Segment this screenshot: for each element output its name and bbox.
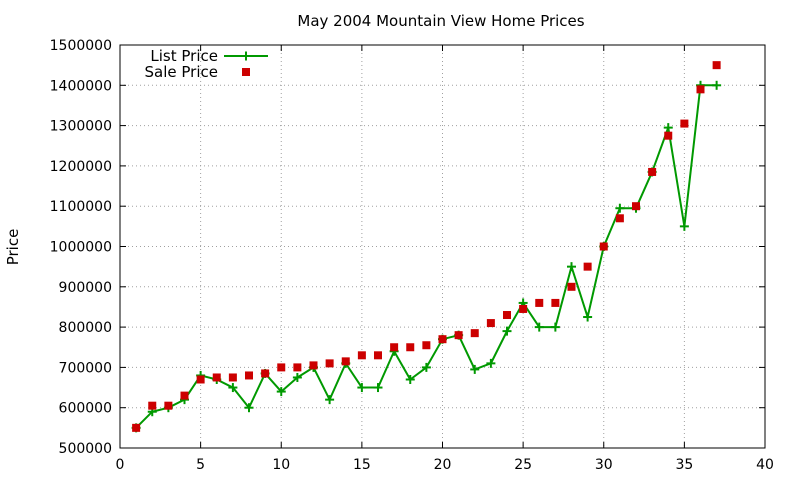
x-tick-label: 15: [353, 457, 371, 473]
series-line: [135, 84, 717, 429]
data-point: [228, 383, 238, 393]
data-point: [325, 359, 334, 368]
data-point: [519, 304, 528, 313]
series-1: [132, 61, 721, 432]
y-tick-label: 500000: [59, 441, 112, 457]
data-point: [648, 167, 657, 176]
data-point: [551, 298, 560, 307]
x-tick-label: 5: [196, 457, 205, 473]
data-point: [550, 322, 560, 332]
legend-marker: [242, 68, 250, 76]
data-point: [503, 311, 511, 320]
data-point: [696, 85, 705, 94]
legend-label: Sale Price: [145, 63, 218, 81]
data-point: [680, 119, 689, 128]
x-tick-label: 35: [675, 457, 693, 473]
legend-marker: [241, 51, 251, 61]
y-tick-label: 1000000: [50, 240, 112, 256]
y-tick-label: 900000: [59, 280, 112, 296]
data-point: [341, 357, 350, 366]
data-point: [534, 322, 544, 332]
data-point: [422, 341, 431, 350]
data-point: [276, 387, 286, 397]
data-point: [421, 362, 431, 372]
data-point: [244, 403, 254, 413]
data-point: [325, 395, 335, 405]
data-point: [486, 358, 496, 368]
data-point: [373, 383, 383, 393]
data-point: [245, 371, 253, 380]
data-point: [164, 401, 173, 410]
data-point: [486, 319, 495, 328]
data-point: [357, 351, 366, 360]
data-point: [664, 131, 673, 140]
data-point: [663, 123, 673, 133]
y-tick-label: 600000: [59, 401, 112, 417]
data-point: [148, 401, 157, 410]
data-point: [567, 282, 576, 291]
y-tick-label: 800000: [59, 320, 112, 336]
grid: [120, 45, 765, 448]
data-point: [535, 298, 544, 307]
data-point: [679, 221, 689, 231]
data-point: [712, 61, 721, 70]
data-point: [293, 363, 302, 372]
data-point: [583, 312, 593, 322]
x-tick-label: 20: [434, 457, 452, 473]
data-point: [438, 335, 447, 344]
x-tick-label: 40: [756, 457, 774, 473]
data-point: [309, 361, 318, 370]
data-point: [470, 364, 480, 374]
data-point: [615, 203, 625, 213]
data-point: [261, 369, 270, 378]
data-point: [406, 343, 415, 352]
data-point: [470, 329, 479, 338]
y-tick-label: 700000: [59, 360, 112, 376]
data-point: [390, 343, 399, 352]
data-point: [454, 331, 463, 340]
y-axis-label: Price: [4, 229, 22, 266]
x-tick-label: 25: [514, 457, 532, 473]
data-point: [357, 383, 367, 393]
plot-frame: [119, 44, 766, 449]
data-point: [615, 214, 624, 223]
data-point: [196, 375, 205, 384]
data-point: [277, 363, 286, 372]
data-point: [212, 373, 221, 382]
y-tick-label: 1400000: [50, 78, 112, 94]
data-point: [405, 374, 415, 384]
x-tick-label: 10: [272, 457, 290, 473]
y-tick-label: 1100000: [50, 199, 112, 215]
data-point: [599, 242, 608, 251]
chart-title: May 2004 Mountain View Home Prices: [297, 12, 584, 30]
y-tick-label: 1500000: [50, 38, 112, 54]
data-point: [632, 202, 640, 211]
data-point: [180, 391, 189, 400]
axis-ticks: 0 5 10 15 20 25 30 35 40 500000 600000 700000 800000…: [50, 38, 774, 473]
x-tick-label: 0: [116, 457, 125, 473]
data-point: [502, 326, 512, 336]
y-tick-label: 1200000: [50, 159, 112, 175]
data-point: [712, 80, 722, 90]
data-point: [567, 262, 576, 272]
legend-label: List Price: [150, 47, 218, 65]
data-point: [292, 372, 302, 382]
data-point: [583, 262, 592, 271]
series-layer: [131, 61, 722, 433]
data-point: [132, 423, 141, 432]
data-point: [374, 351, 382, 360]
x-tick-label: 30: [595, 457, 613, 473]
y-tick-label: 1300000: [50, 119, 112, 135]
data-point: [228, 373, 237, 382]
